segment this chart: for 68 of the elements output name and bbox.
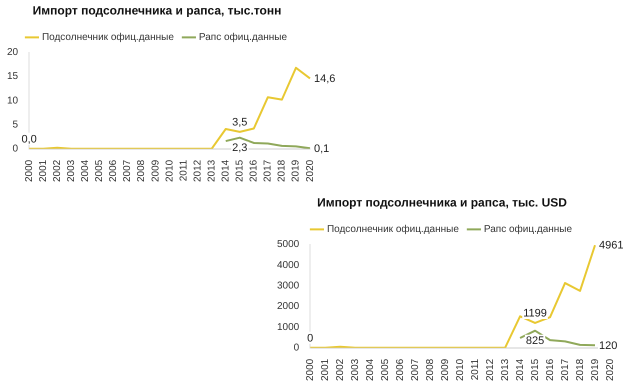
x-tick-label: 2003 [66, 159, 78, 182]
y-tick-label: 0 [12, 144, 19, 155]
y-tick-label: 20 [7, 47, 19, 58]
x-tick-label: 2002 [52, 159, 63, 182]
x-tick-label: 2012 [192, 159, 204, 182]
x-tick-label: 2016 [544, 358, 556, 382]
data-label: 4961 [599, 240, 624, 252]
data-label: 0,0 [21, 133, 37, 146]
data-label: 0 [307, 332, 314, 344]
data-label: 825 [526, 335, 544, 348]
legend-label: Рапс офиц.данные [484, 224, 572, 236]
x-tick-label: 2015 [530, 358, 541, 382]
x-tick-label: 2012 [484, 358, 496, 382]
x-tick-label: 2015 [234, 159, 246, 182]
data-label: 14,6 [314, 72, 336, 85]
x-tick-label: 2001 [38, 159, 49, 182]
x-tick-label: 2010 [454, 358, 466, 382]
data-label: 1199 [523, 308, 547, 320]
x-tick-label: 2009 [150, 159, 162, 182]
x-tick-label: 2008 [136, 159, 148, 182]
y-tick-label: 5 [12, 119, 19, 130]
x-tick-label: 2004 [364, 358, 376, 382]
x-tick-label: 2010 [164, 159, 176, 182]
chart-title: Импорт подсолнечника и рапса, тыс. USD [317, 196, 568, 210]
x-tick-label: 2013 [206, 159, 218, 182]
x-tick-label: 2001 [320, 358, 331, 382]
x-tick-label: 2014 [220, 159, 232, 182]
y-tick-label: 5000 [276, 239, 300, 250]
x-tick-label: 2016 [248, 159, 260, 182]
x-tick-label: 2011 [470, 358, 481, 380]
data-label: 0,1 [314, 142, 330, 155]
x-tick-label: 2014 [514, 358, 526, 382]
y-tick-label: 1000 [276, 322, 300, 333]
chart-title: Импорт подсолнечника и рапса, тыс.тонн [32, 4, 282, 18]
x-tick-label: 2008 [424, 358, 436, 382]
x-tick-label: 2017 [262, 159, 274, 182]
x-tick-label: 2007 [410, 358, 421, 382]
data-label: 3,5 [232, 116, 248, 128]
legend-label: Рапс офиц.данные [198, 32, 288, 44]
y-tick-label: 10 [7, 95, 19, 106]
x-tick-label: 2018 [574, 358, 586, 382]
y-tick-label: 4000 [276, 260, 300, 271]
data-label: 2,3 [232, 142, 248, 154]
x-tick-label: 2009 [440, 358, 451, 382]
legend-label: Подсолнечник офиц.данные [326, 224, 460, 236]
x-tick-label: 2007 [122, 159, 134, 182]
x-tick-label: 2011 [178, 159, 190, 182]
x-tick-label: 2020 [604, 358, 616, 382]
x-tick-label: 2006 [394, 358, 406, 382]
y-tick-label: 0 [294, 342, 300, 354]
x-tick-label: 2017 [560, 358, 571, 382]
x-tick-label: 2018 [276, 159, 288, 182]
y-tick-label: 2000 [276, 301, 300, 312]
x-tick-label: 2013 [500, 358, 511, 382]
x-tick-label: 2000 [304, 358, 316, 382]
x-tick-label: 2020 [304, 159, 316, 182]
y-tick-label: 15 [7, 71, 19, 82]
x-tick-label: 2005 [94, 159, 106, 182]
x-tick-label: 2004 [80, 159, 92, 182]
data-label: 120 [599, 340, 618, 352]
x-tick-label: 2002 [334, 358, 346, 382]
x-tick-label: 2019 [290, 159, 302, 182]
x-tick-label: 2003 [350, 358, 361, 382]
y-tick-label: 3000 [276, 280, 300, 292]
x-tick-label: 2006 [108, 159, 120, 182]
legend-label: Подсолнечник офиц.данные [42, 32, 174, 44]
x-tick-label: 2005 [380, 358, 391, 382]
x-tick-label: 2019 [590, 358, 601, 382]
